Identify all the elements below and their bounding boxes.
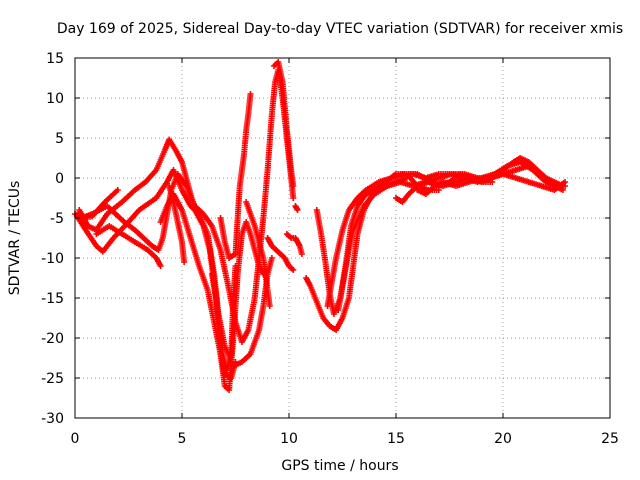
data-point: [298, 251, 305, 257]
series-trace-13: [283, 231, 305, 257]
x-tick-label: 25: [601, 431, 619, 447]
x-axis-label: GPS time / hours: [281, 458, 398, 474]
data-point: [290, 267, 297, 273]
y-tick-label: 15: [46, 51, 64, 67]
series-trace-5: [93, 223, 164, 269]
data-point: [157, 263, 164, 269]
y-tick-label: -5: [50, 211, 64, 227]
series-trace-2: [74, 167, 239, 373]
series-trace-21: [414, 159, 569, 197]
x-tick-label: 20: [494, 431, 512, 447]
axis-ticks: 0 5 10 15 20 25 -30 -25 -20 -15 -10 -5 0 5 10 15: [41, 51, 619, 447]
y-axis-label: SDTVAR / TECUs: [7, 181, 23, 296]
data-point: [181, 259, 188, 265]
y-tick-label: -15: [41, 291, 64, 307]
plot-frame: [74, 57, 611, 419]
series-trace-8: [208, 255, 275, 369]
series-trace-11: [264, 235, 297, 273]
y-tick-label: 5: [55, 131, 64, 147]
data-point: [266, 303, 273, 309]
data-point: [294, 207, 301, 213]
data-points: [72, 59, 569, 393]
data-point: [247, 91, 254, 97]
y-tick-label: -25: [41, 371, 64, 387]
data-point: [268, 255, 275, 261]
x-tick-label: 0: [71, 431, 80, 447]
y-tick-label: -20: [41, 331, 64, 347]
y-tick-label: 0: [55, 171, 64, 187]
data-point: [290, 195, 297, 201]
series-trace-10: [243, 199, 273, 309]
y-tick-label: -30: [41, 411, 64, 427]
chart-title: Day 169 of 2025, Sidereal Day-to-day VTE…: [57, 21, 623, 37]
x-tick-label: 10: [280, 431, 298, 447]
data-point: [114, 187, 121, 193]
series-trace-7: [157, 191, 239, 381]
series-trace-9: [217, 91, 254, 261]
data-point: [290, 183, 297, 189]
y-tick-label: -10: [41, 251, 64, 267]
series-trace-12: [271, 59, 297, 189]
data-point: [562, 183, 569, 189]
x-tick-label: 5: [178, 431, 187, 447]
y-tick-label: 10: [46, 91, 64, 107]
series-trace-14: [292, 203, 301, 213]
x-tick-label: 15: [387, 431, 405, 447]
